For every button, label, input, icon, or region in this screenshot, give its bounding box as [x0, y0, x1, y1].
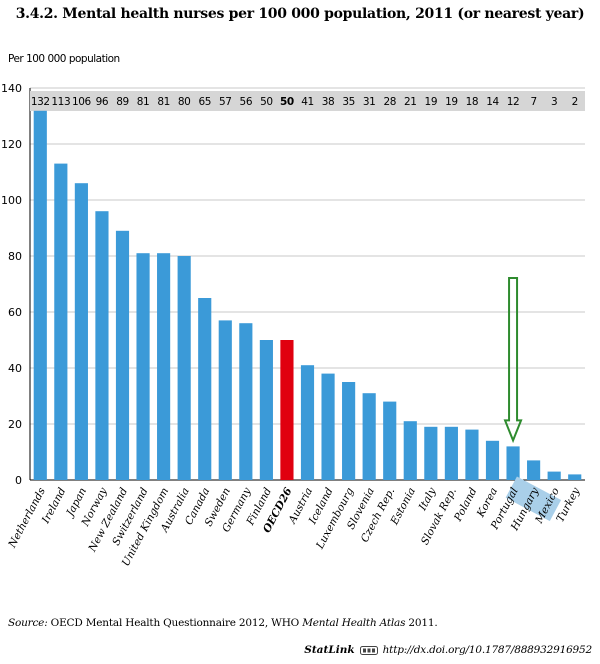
value-label: 35: [342, 96, 355, 108]
bar: [547, 471, 561, 480]
bar: [54, 163, 68, 480]
bar: [115, 230, 130, 480]
bar: [280, 340, 294, 480]
value-label: 81: [137, 96, 150, 108]
bar: [424, 426, 438, 480]
value-label: 96: [96, 96, 109, 108]
y-tick-label: 0: [15, 474, 22, 487]
value-label: 132: [31, 96, 50, 108]
value-label: 19: [445, 96, 458, 108]
value-label-band: [30, 91, 585, 111]
bar: [527, 460, 541, 480]
value-label: 18: [466, 96, 479, 108]
y-tick-label: 80: [8, 250, 22, 263]
bar: [383, 401, 397, 480]
bar: [239, 323, 253, 480]
bar-top: [33, 110, 47, 111]
value-label: 80: [178, 96, 191, 108]
value-label: 12: [507, 96, 520, 108]
source-note: Source: OECD Mental Health Questionnaire…: [8, 617, 438, 629]
bar: [259, 340, 273, 480]
bar: [403, 421, 417, 480]
y-tick-label: 120: [1, 138, 22, 151]
value-label: 57: [219, 96, 232, 108]
y-tick-label: 60: [8, 306, 22, 319]
y-tick-label: 20: [8, 418, 22, 431]
value-label: 106: [72, 96, 92, 108]
value-label: 7: [530, 96, 536, 108]
statlink-icon: [359, 645, 378, 655]
bar: [198, 298, 212, 480]
annotation-arrow: [503, 277, 523, 444]
bar-chart: Per 100 000 population 0 20 40 60 80 100 120 140…: [1, 53, 585, 568]
value-label: 65: [198, 96, 211, 108]
bar: [33, 111, 47, 480]
value-label: 21: [404, 96, 417, 108]
bar: [362, 393, 376, 480]
source-text-italic: Mental Health Atlas: [302, 617, 406, 629]
value-label: 38: [322, 96, 335, 108]
value-label: 2: [572, 96, 578, 108]
statlink-url[interactable]: http://dx.doi.org/10.1787/888932916952: [382, 644, 593, 656]
source-text: OECD Mental Health Questionnaire 2012, W…: [50, 617, 303, 629]
value-label: 41: [301, 96, 314, 108]
bar: [444, 426, 458, 480]
chart-title: 3.4.2. Mental health nurses per 100 000 …: [15, 6, 585, 22]
value-label: 31: [363, 96, 376, 108]
value-label: 50: [280, 96, 294, 108]
bar: [506, 446, 520, 480]
bar: [157, 253, 171, 480]
y-tick-label: 40: [8, 362, 22, 375]
value-label: 19: [425, 96, 438, 108]
value-label: 113: [51, 96, 70, 108]
bar: [95, 211, 109, 480]
bar: [300, 365, 315, 480]
value-label: 3: [551, 96, 557, 108]
statlink: StatLink http://dx.doi.org/10.1787/88893…: [304, 644, 592, 656]
y-tick-label: 140: [1, 82, 22, 95]
bar: [321, 373, 335, 480]
bar: [568, 474, 582, 480]
y-axis-label: Per 100 000 population: [8, 53, 120, 65]
bar: [177, 256, 191, 480]
value-label: 56: [240, 96, 253, 108]
bar: [485, 440, 500, 480]
y-tick-label: 100: [1, 194, 22, 207]
bar: [218, 320, 232, 480]
value-label: 89: [116, 96, 129, 108]
bar: [136, 253, 150, 480]
bar: [74, 183, 88, 480]
source-text-end: 2011.: [405, 617, 438, 629]
bar: [465, 429, 479, 480]
category-label-highlight: [505, 476, 562, 522]
statlink-label: StatLink: [304, 644, 355, 656]
value-label: 14: [486, 96, 499, 108]
value-label: 81: [157, 96, 170, 108]
bar: [342, 382, 356, 480]
value-label: 50: [260, 96, 273, 108]
source-label: Source:: [8, 617, 48, 629]
value-label: 28: [383, 96, 396, 108]
